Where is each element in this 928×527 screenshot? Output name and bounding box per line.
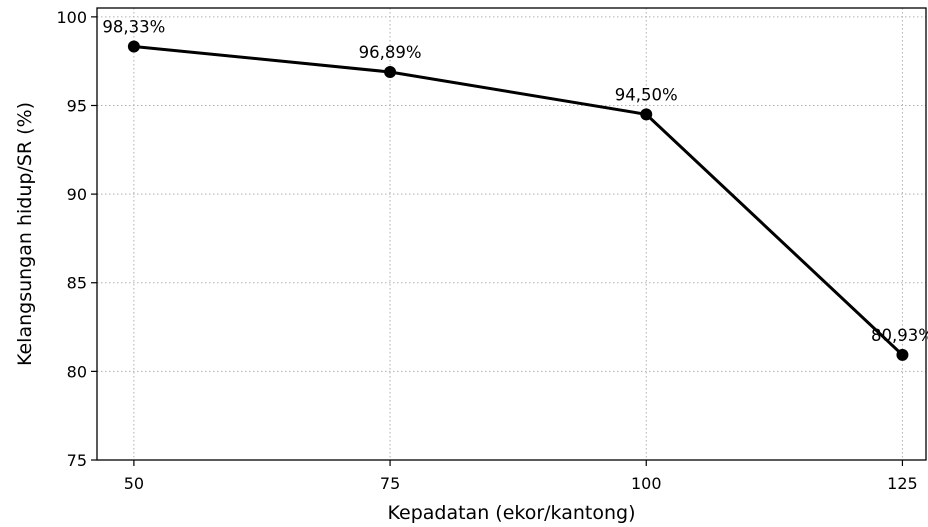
ticks: 50 75 100 125 75 80 85 90 95 100 (56, 8, 917, 493)
y-axis-label: Kelangsungan hidup/SR (%) (14, 102, 36, 366)
y-tick-label-5: 100 (56, 8, 87, 27)
data-label-2: 94,50% (615, 85, 678, 104)
y-tick-label-0: 75 (67, 451, 87, 470)
x-tick-label-2: 100 (631, 474, 662, 493)
data-point-1 (384, 65, 397, 78)
gridlines (97, 8, 926, 461)
data-label-3: 80,93% (871, 326, 928, 345)
data-point-3 (896, 348, 909, 361)
y-tick-label-1: 80 (67, 362, 87, 381)
y-tick-label-4: 95 (67, 96, 87, 115)
x-tick-label-0: 50 (124, 474, 144, 493)
series-layer: 98,33% 96,89% 94,50% 80,93% (102, 17, 928, 361)
x-tick-label-1: 75 (380, 474, 400, 493)
y-tick-label-2: 85 (67, 274, 87, 293)
series-line-0 (133, 44, 904, 356)
data-label-1: 96,89% (359, 43, 422, 62)
data-point-2 (640, 108, 653, 121)
y-tick-label-3: 90 (67, 185, 87, 204)
data-point-0 (127, 40, 140, 53)
data-label-0: 98,33% (102, 17, 165, 36)
x-tick-label-3: 125 (887, 474, 918, 493)
plot-frame (96, 7, 927, 461)
x-axis-label: Kepadatan (ekor/kantong) (388, 502, 636, 523)
